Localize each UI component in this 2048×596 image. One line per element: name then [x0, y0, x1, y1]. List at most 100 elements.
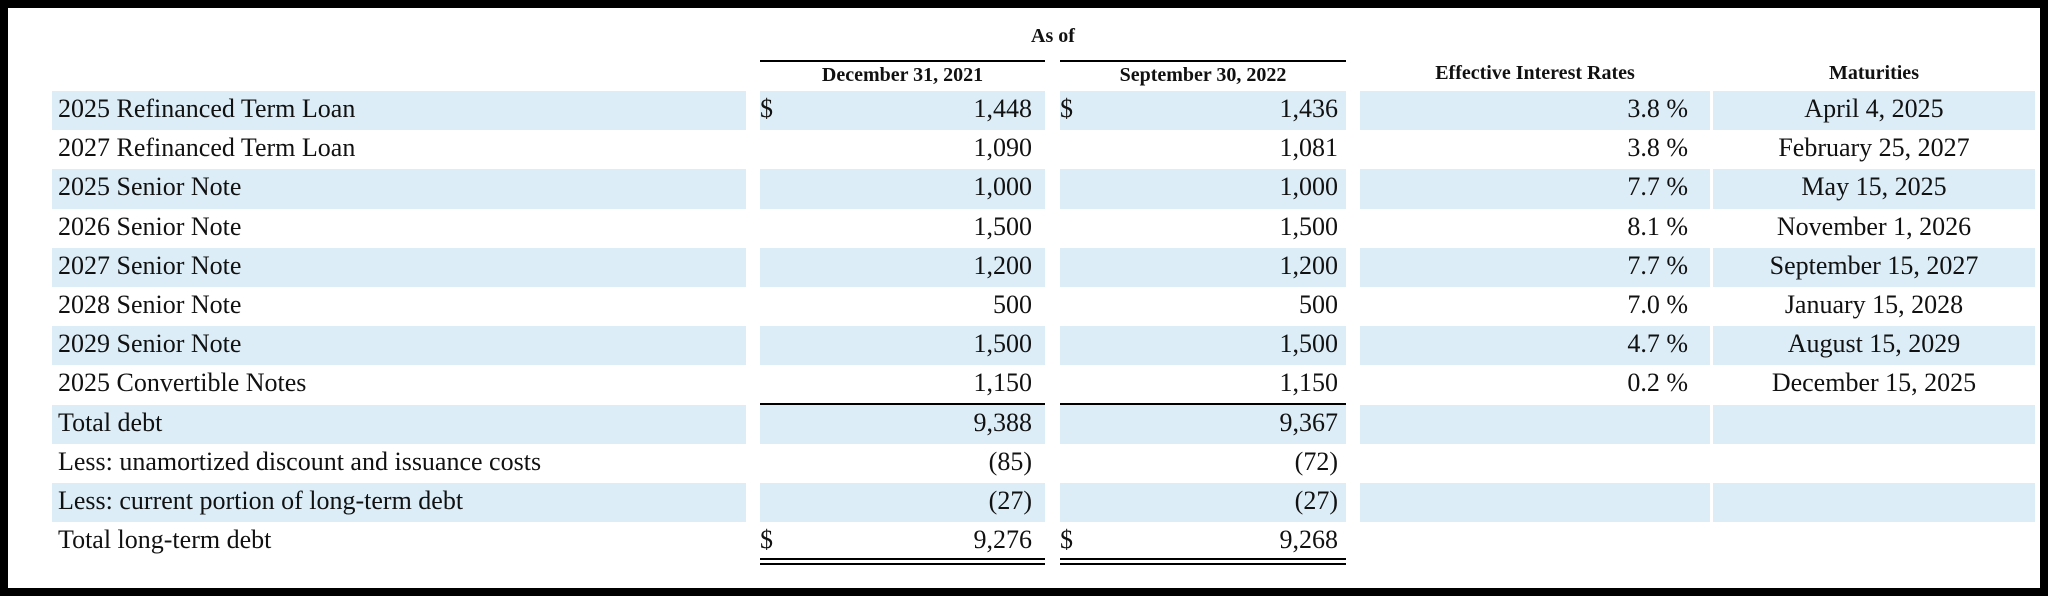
row-label: 2025 Refinanced Term Loan: [58, 94, 356, 123]
row-band: [1360, 444, 1710, 483]
value-dec-2021: 500: [993, 289, 1032, 319]
table-row: 2025 Refinanced Term Loan $ $1,448 1,436 3.8…: [8, 91, 2040, 131]
row-band: [760, 326, 1045, 366]
value-sep-2022: 1,200: [1279, 250, 1339, 280]
row-band: [1060, 91, 1346, 131]
value-sep-2022: (27): [1294, 485, 1338, 515]
value-dec-2021: 9,276: [973, 525, 1033, 555]
row-band: [1713, 326, 2035, 366]
value-sep-2022: 9,367: [1279, 407, 1339, 437]
value-dec-2021: 1,000: [973, 172, 1033, 202]
currency-symbol: $: [1060, 94, 1073, 123]
value-dec-2021: 9,388: [973, 407, 1033, 437]
effective-rate: 3.8 %: [1627, 94, 1688, 123]
value-dec-2021: 1,200: [973, 250, 1033, 280]
header-effective-rates: Effective Interest Rates: [1435, 62, 1635, 84]
value-sep-2022: 9,268: [1279, 525, 1339, 555]
row-band: [52, 404, 746, 444]
row-label: 2026 Senior Note: [58, 211, 242, 241]
value-sep-2022: 1,436: [1279, 94, 1339, 123]
table-row: 2027 Refinanced Term Loan 1,090 1,081 3.8 %…: [8, 130, 2040, 169]
row-band: [760, 404, 1045, 444]
maturity-date: May 15, 2025: [1801, 172, 1947, 202]
value-dec-2021: 1,500: [973, 211, 1033, 241]
row-label: Less: unamortized discount and issuance …: [58, 446, 542, 476]
table-row: Less: current portion of long-term debt (…: [8, 482, 2040, 523]
row-label: Less: current portion of long-term debt: [58, 485, 464, 515]
total-rule: [760, 563, 1045, 566]
effective-rate: 7.0 %: [1627, 289, 1688, 319]
effective-rate: 0.2 %: [1627, 368, 1688, 398]
row-band: [1360, 169, 1710, 209]
effective-rate: 8.1 %: [1627, 211, 1688, 241]
row-band: [1713, 404, 2035, 444]
row-band: [1713, 247, 2035, 287]
row-band: [52, 169, 746, 209]
row-band: [1360, 522, 1710, 561]
row-band: [1713, 482, 2035, 523]
value-dec-2021: 1,500: [973, 329, 1033, 359]
maturity-date: February 25, 2027: [1778, 133, 1970, 163]
maturity-date: September 15, 2027: [1769, 250, 1979, 280]
effective-rate: 3.8 %: [1627, 133, 1688, 163]
table-row: Total long-term debt $ $9,276 9,268: [8, 522, 2040, 561]
value-sep-2022: 1,500: [1279, 329, 1339, 359]
row-band: [1360, 482, 1710, 523]
total-rule: [1060, 558, 1346, 561]
value-sep-2022: 1,081: [1279, 133, 1339, 163]
row-band: [1713, 91, 2035, 131]
header-as-of: As of: [1031, 25, 1075, 47]
maturity-date: April 4, 2025: [1804, 94, 1944, 123]
currency-symbol: $: [760, 94, 773, 123]
table-body: 2025 Refinanced Term Loan $ $1,448 1,436 3.8…: [8, 91, 2040, 566]
row-band: [52, 91, 746, 131]
value-sep-2022: 1,150: [1279, 368, 1339, 398]
table-row: 2028 Senior Note 500 500 7.0 % January 15, 2…: [8, 287, 2040, 326]
value-sep-2022: 1,000: [1279, 172, 1339, 202]
header-maturities: Maturities: [1829, 62, 1919, 84]
row-band: [1713, 169, 2035, 209]
row-band: [760, 169, 1045, 209]
row-label: 2027 Senior Note: [58, 250, 242, 280]
row-band: [760, 482, 1045, 523]
table-row: Total debt 9,388 9,367: [8, 404, 2040, 444]
row-band: [1713, 444, 2035, 483]
value-sep-2022: (72): [1294, 446, 1338, 476]
total-rule: [1060, 402, 1346, 405]
row-label: Total debt: [58, 407, 163, 437]
currency-symbol: $: [760, 525, 773, 555]
row-label: 2029 Senior Note: [58, 329, 242, 359]
row-band: [52, 482, 746, 523]
row-label: Total long-term debt: [58, 525, 272, 555]
maturity-date: August 15, 2029: [1787, 329, 1961, 359]
table-row: 2029 Senior Note 1,500 1,500 4.7 % August 15…: [8, 326, 2040, 366]
debt-table: As of December 31, 2021 September 30, 20…: [8, 8, 2040, 588]
row-label: 2025 Convertible Notes: [58, 368, 307, 398]
row-band: [1060, 247, 1346, 287]
maturity-date: January 15, 2028: [1784, 289, 1964, 319]
header-sep-2022: September 30, 2022: [1060, 60, 1346, 90]
effective-rate: 4.7 %: [1627, 329, 1688, 359]
total-rule: [760, 558, 1045, 561]
table-row: Less: unamortized discount and issuance …: [8, 444, 2040, 483]
effective-rate: 7.7 %: [1627, 250, 1688, 280]
total-rule: [1060, 563, 1346, 566]
value-dec-2021: 1,090: [973, 133, 1033, 163]
effective-rate: 7.7 %: [1627, 172, 1688, 202]
value-dec-2021: 1,150: [973, 368, 1033, 398]
row-band: [1360, 404, 1710, 444]
maturity-date: December 15, 2025: [1771, 368, 1977, 398]
value-sep-2022: 500: [1299, 289, 1338, 319]
value-dec-2021: (27): [988, 485, 1032, 515]
total-rule: [760, 402, 1045, 405]
row-band: [1360, 247, 1710, 287]
maturity-date: November 1, 2026: [1776, 211, 1972, 241]
row-band: [1060, 404, 1346, 444]
row-label: 2025 Senior Note: [58, 172, 242, 202]
row-band: [1713, 522, 2035, 561]
row-band: [1060, 169, 1346, 209]
row-label: 2027 Refinanced Term Loan: [58, 133, 356, 163]
value-dec-2021: 1,448: [973, 94, 1033, 123]
row-band: [52, 326, 746, 366]
row-band: [1060, 482, 1346, 523]
